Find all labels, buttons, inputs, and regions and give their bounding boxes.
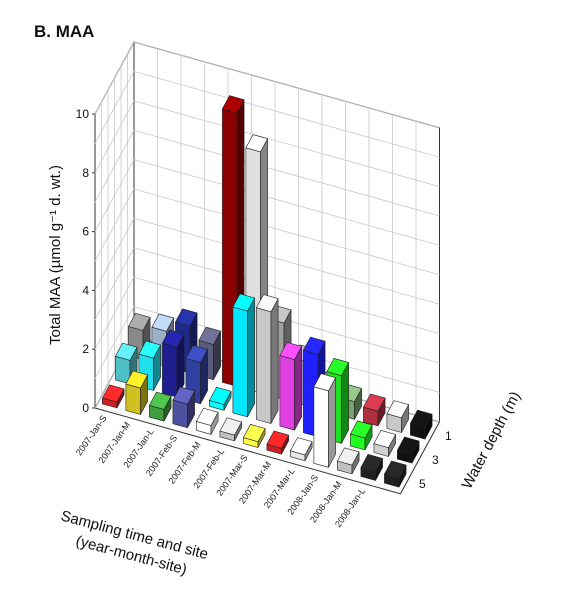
bar [185,344,209,405]
bar-top [232,293,256,312]
bar-top [114,342,138,361]
bar [161,329,185,398]
bar-top [409,409,433,428]
bar-front [256,307,272,424]
bar [242,424,266,448]
bar [360,454,384,481]
bar-top [127,312,151,331]
bar-front [279,355,295,431]
y-tick-label: 10 [76,107,90,121]
bar-top [221,95,245,114]
y-tick-label: 8 [82,166,89,180]
bar [232,293,256,418]
bar-top [125,370,149,389]
depth-axis-title: Water depth (m) [459,389,525,492]
bar [396,436,420,464]
bar-front [125,383,141,415]
bar-top [219,417,243,436]
y-tick-label: 4 [82,283,89,297]
bar [289,437,313,462]
gridline [133,100,440,187]
bar-top [386,400,410,419]
bar [148,391,172,422]
chart-title: B. MAA [34,22,94,41]
bar-front [172,399,188,429]
gridline [133,129,440,217]
bar [125,370,149,415]
bar [409,409,433,440]
depth-tick-label: 5 [419,477,426,491]
bar [101,384,125,409]
bar-top [279,341,303,360]
gridline [133,188,440,276]
bar-top [326,358,350,377]
bar-top [161,329,185,348]
bar-top [198,326,222,345]
bar-top [208,386,232,405]
bar-top [289,437,313,456]
y-axis-title: Total MAA (µmol g⁻¹ d. wt.) [47,165,64,345]
bar [279,341,303,431]
bar-top [185,344,209,363]
bar-top [242,424,266,443]
bar-side [247,297,255,418]
bar [373,430,397,457]
bar-side [328,377,336,468]
bar-top [151,313,175,332]
bar-side [341,362,349,444]
bar [313,373,337,468]
gridline [133,159,440,246]
y-tick-label: 2 [82,342,89,356]
depth-tick-label: 1 [445,429,452,443]
bar-front [313,386,329,468]
bar-top [174,308,198,327]
bar-top [302,336,326,355]
bar-top [138,340,162,359]
bar-top [148,391,172,410]
bar [138,340,162,391]
gridline [133,218,440,305]
bar-top [245,134,269,153]
bar-top [172,386,196,405]
y-tick-label: 0 [82,401,89,415]
bar-front [115,355,131,385]
bar [195,407,219,435]
bar-group [101,95,433,488]
bar-front [232,306,248,418]
bar-top [396,436,420,455]
bar [386,400,410,433]
bar-top [195,407,219,426]
bar [208,386,232,411]
bar [255,294,279,424]
bar-top [266,430,290,449]
bar-top [360,454,384,473]
bar-top [362,393,386,412]
bar-top [101,384,125,403]
bar [266,430,290,455]
gridline [133,71,440,158]
bar-side [294,346,302,431]
y-tick-label: 6 [82,225,89,239]
gridlines [94,41,440,423]
bar-top [313,373,337,392]
gridline [133,41,440,129]
bar [349,420,373,451]
bar-top [336,447,360,466]
bar [219,417,243,442]
bar-top [373,430,397,449]
bar [383,460,407,488]
gridline [133,247,440,334]
bar-side [270,298,279,424]
bar-top [255,294,279,313]
bar-top [349,420,373,439]
bar [336,447,360,475]
bar [172,386,196,429]
depth-tick-label: 3 [432,453,439,467]
bar-top [383,460,407,479]
bar [362,393,386,427]
bar-front [162,342,178,398]
